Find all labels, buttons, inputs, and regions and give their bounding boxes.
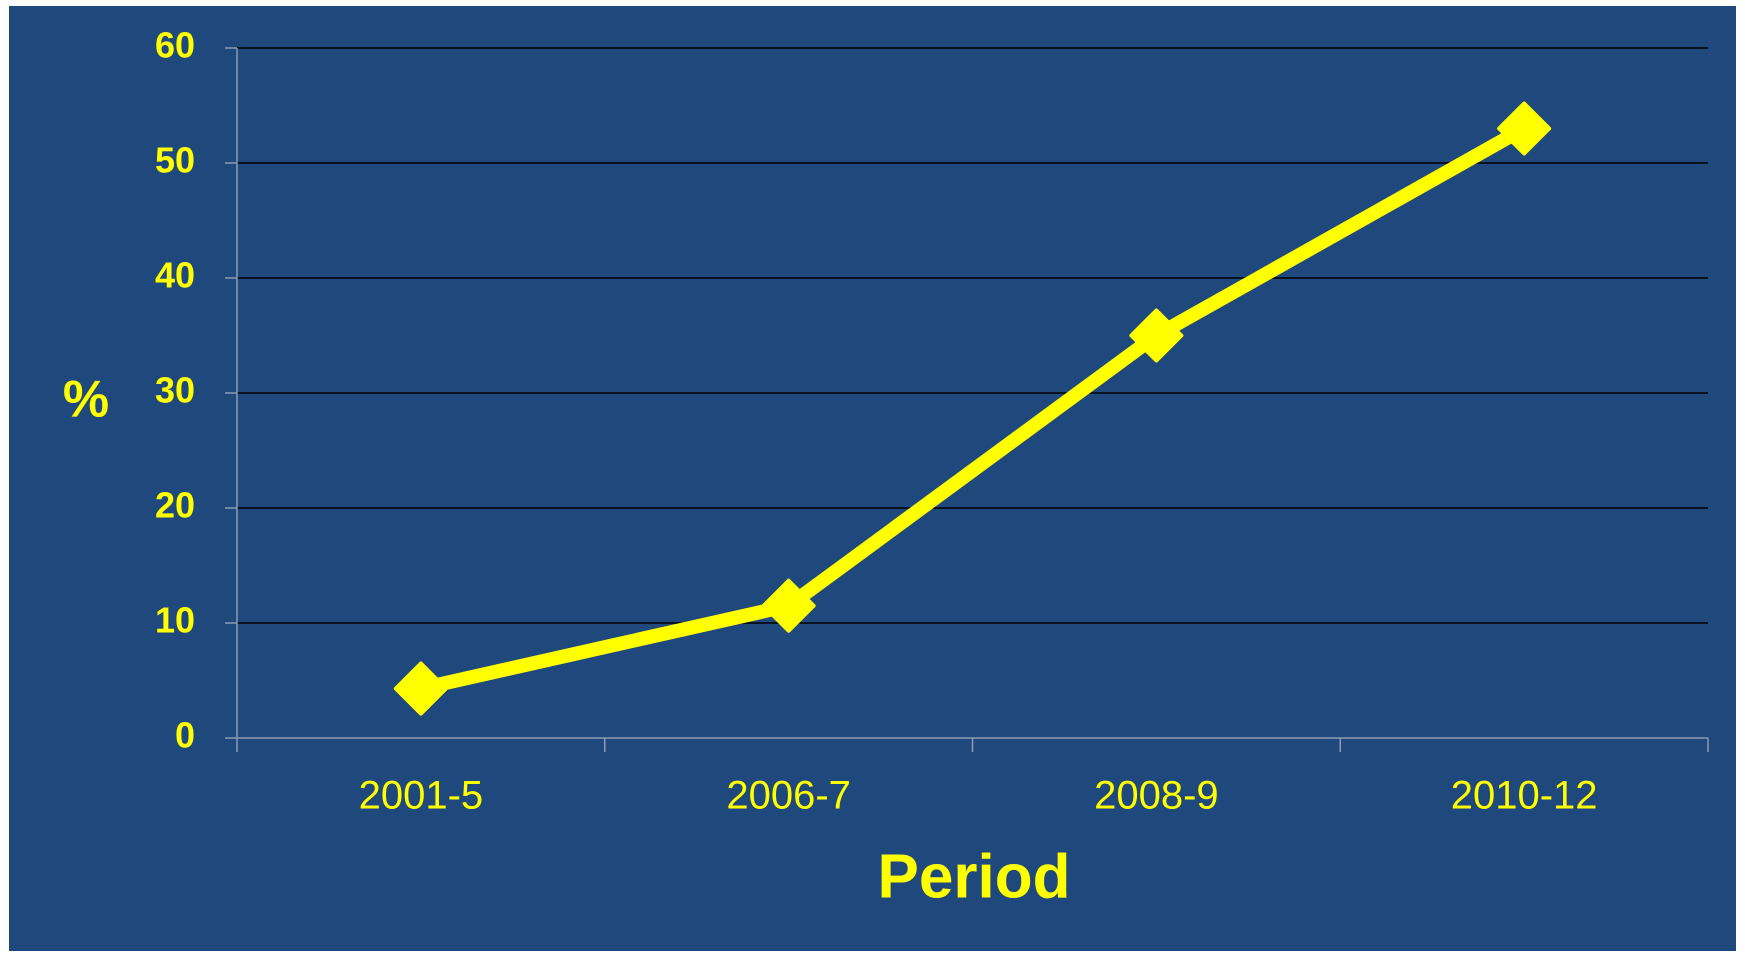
marker — [761, 578, 816, 633]
y-tick-label: 40 — [155, 255, 195, 296]
x-tick-label: 2010-12 — [1451, 774, 1598, 818]
y-axis-label: % — [63, 371, 109, 429]
x-tick-label: 2001-5 — [359, 774, 484, 818]
y-tick-label: 60 — [155, 25, 195, 66]
y-tick-label: 20 — [155, 485, 195, 526]
marker — [1497, 101, 1552, 156]
y-tick-label: 30 — [155, 370, 195, 411]
marker — [393, 661, 448, 716]
x-tick-label: 2006-7 — [726, 774, 851, 818]
series-line — [419, 122, 1528, 696]
marker — [1129, 308, 1184, 363]
y-tick-label: 50 — [155, 140, 195, 181]
x-tick-label: 2008-9 — [1094, 774, 1219, 818]
x-axis-label: Period — [878, 842, 1071, 911]
y-tick-label: 0 — [175, 715, 195, 756]
y-tick-label: 10 — [155, 600, 195, 641]
